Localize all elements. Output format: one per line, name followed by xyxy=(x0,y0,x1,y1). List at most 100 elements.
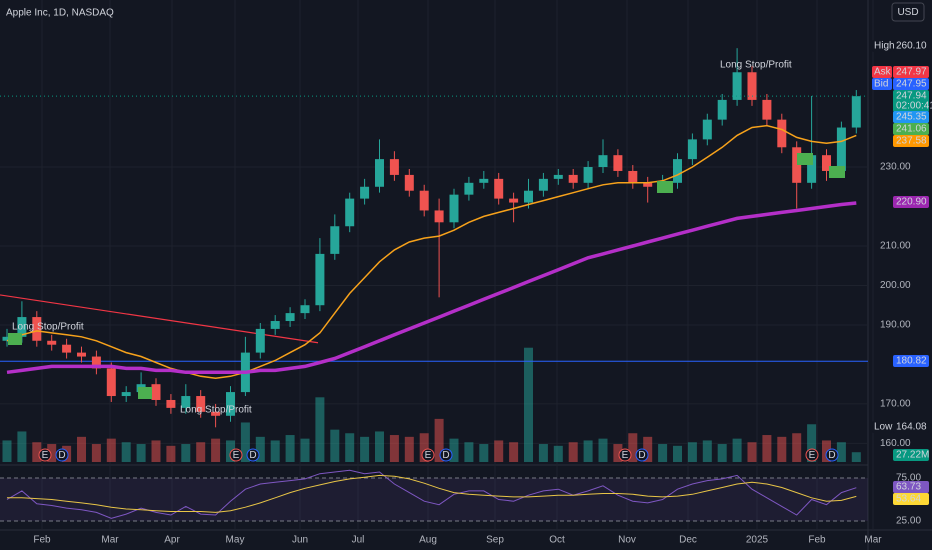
rsi-tick-label: 25.00 xyxy=(896,516,921,527)
signal xyxy=(138,387,152,399)
price-badge-label: 247.94 xyxy=(896,91,927,102)
signal xyxy=(797,153,813,165)
x-tick-label: 2025 xyxy=(746,535,769,546)
event-icon xyxy=(618,448,632,462)
volume-bar xyxy=(226,440,235,462)
price-badge-label: 247.95 xyxy=(896,79,927,90)
volume-bar xyxy=(240,422,250,462)
candle-body xyxy=(330,226,340,254)
candle-body xyxy=(360,186,370,199)
volume-bar xyxy=(255,436,265,462)
price-badge xyxy=(893,493,929,505)
candle-body xyxy=(717,99,727,120)
x-tick-label: Dec xyxy=(679,535,697,546)
badge-name: Low xyxy=(874,422,893,433)
volume-bar xyxy=(315,397,325,462)
volume-bar xyxy=(851,452,861,462)
volume-bar xyxy=(553,445,563,462)
y-tick-label: 190.00 xyxy=(880,320,911,331)
candle-body xyxy=(226,392,235,416)
price-badge xyxy=(893,449,929,461)
candle-body xyxy=(598,155,608,168)
candle-body xyxy=(747,72,757,100)
candle-body xyxy=(419,190,429,211)
candle-body xyxy=(270,321,280,329)
candle-body xyxy=(300,305,310,314)
x-tick-label: Mar xyxy=(101,535,119,546)
volume-bar xyxy=(747,442,757,462)
countdown: 02:00:41 xyxy=(896,101,932,112)
volume-bar xyxy=(628,433,638,462)
event-label: E xyxy=(809,450,816,461)
volume-bar xyxy=(166,445,176,462)
trendline xyxy=(0,294,319,344)
volume-bar xyxy=(792,433,802,462)
price-badge xyxy=(893,66,929,78)
volume-bar xyxy=(121,442,131,462)
candle-body xyxy=(822,155,831,171)
candle-body xyxy=(673,159,682,183)
signal xyxy=(829,166,845,178)
candle-body xyxy=(553,174,563,179)
signal xyxy=(8,333,22,345)
volume-bar xyxy=(211,438,221,462)
volume-bar xyxy=(538,444,548,462)
volume-bar xyxy=(106,438,116,462)
price-badge xyxy=(893,111,929,123)
volume-bar xyxy=(136,444,146,462)
candle-body xyxy=(404,174,414,191)
volume-bar xyxy=(300,438,310,462)
annotation: Long Stop/Profit xyxy=(180,405,252,416)
event-label: E xyxy=(42,450,49,461)
candle-body xyxy=(106,368,116,397)
candle-body xyxy=(509,198,519,203)
event-label: D xyxy=(442,450,449,461)
volume-bar xyxy=(643,436,653,462)
price-badge-label: 27.22M xyxy=(896,450,929,461)
candle-body xyxy=(181,396,191,408)
rsi-tick-label: 75.00 xyxy=(896,473,921,484)
candle-body xyxy=(32,317,42,341)
price-badge-label: 247.97 xyxy=(896,67,927,78)
candle-body xyxy=(479,178,489,183)
volume-bar xyxy=(658,444,668,462)
currency-button[interactable] xyxy=(891,2,925,22)
x-tick-label: Mar xyxy=(864,535,882,546)
volume-bar xyxy=(613,444,623,462)
price-badge xyxy=(893,421,929,433)
volume-bar xyxy=(568,442,578,462)
candle-body xyxy=(836,127,846,171)
price-badge-label: 237.58 xyxy=(896,136,927,147)
y-tick-label: 210.00 xyxy=(880,241,911,252)
candle-body xyxy=(732,72,742,100)
candle-body xyxy=(807,155,817,183)
volume-bar xyxy=(91,444,101,462)
candle-body xyxy=(91,356,101,369)
currency[interactable]: USD xyxy=(897,7,918,18)
candle-body xyxy=(345,198,355,227)
volume-bar xyxy=(673,445,682,462)
candle-body xyxy=(196,396,206,412)
candle-body xyxy=(285,313,295,322)
price-badge xyxy=(893,135,929,147)
volume-bar xyxy=(330,429,340,462)
candle-body xyxy=(851,96,861,128)
plot xyxy=(0,40,929,522)
event-icon xyxy=(635,448,649,462)
x-tick-label: Jul xyxy=(352,535,365,546)
event-icon xyxy=(246,448,260,462)
badge-name-box xyxy=(872,421,892,433)
x-tick-label: Aug xyxy=(419,535,437,546)
price-badge xyxy=(893,481,929,493)
volume-bar xyxy=(702,440,712,462)
candle-body xyxy=(375,159,384,187)
candle-body xyxy=(792,147,802,183)
candle-body xyxy=(777,119,787,148)
price-badge xyxy=(893,355,929,367)
candle-body xyxy=(121,392,131,397)
event-label: D xyxy=(249,450,256,461)
badge-name-box xyxy=(872,78,892,90)
x-tick-label: Oct xyxy=(549,535,565,546)
